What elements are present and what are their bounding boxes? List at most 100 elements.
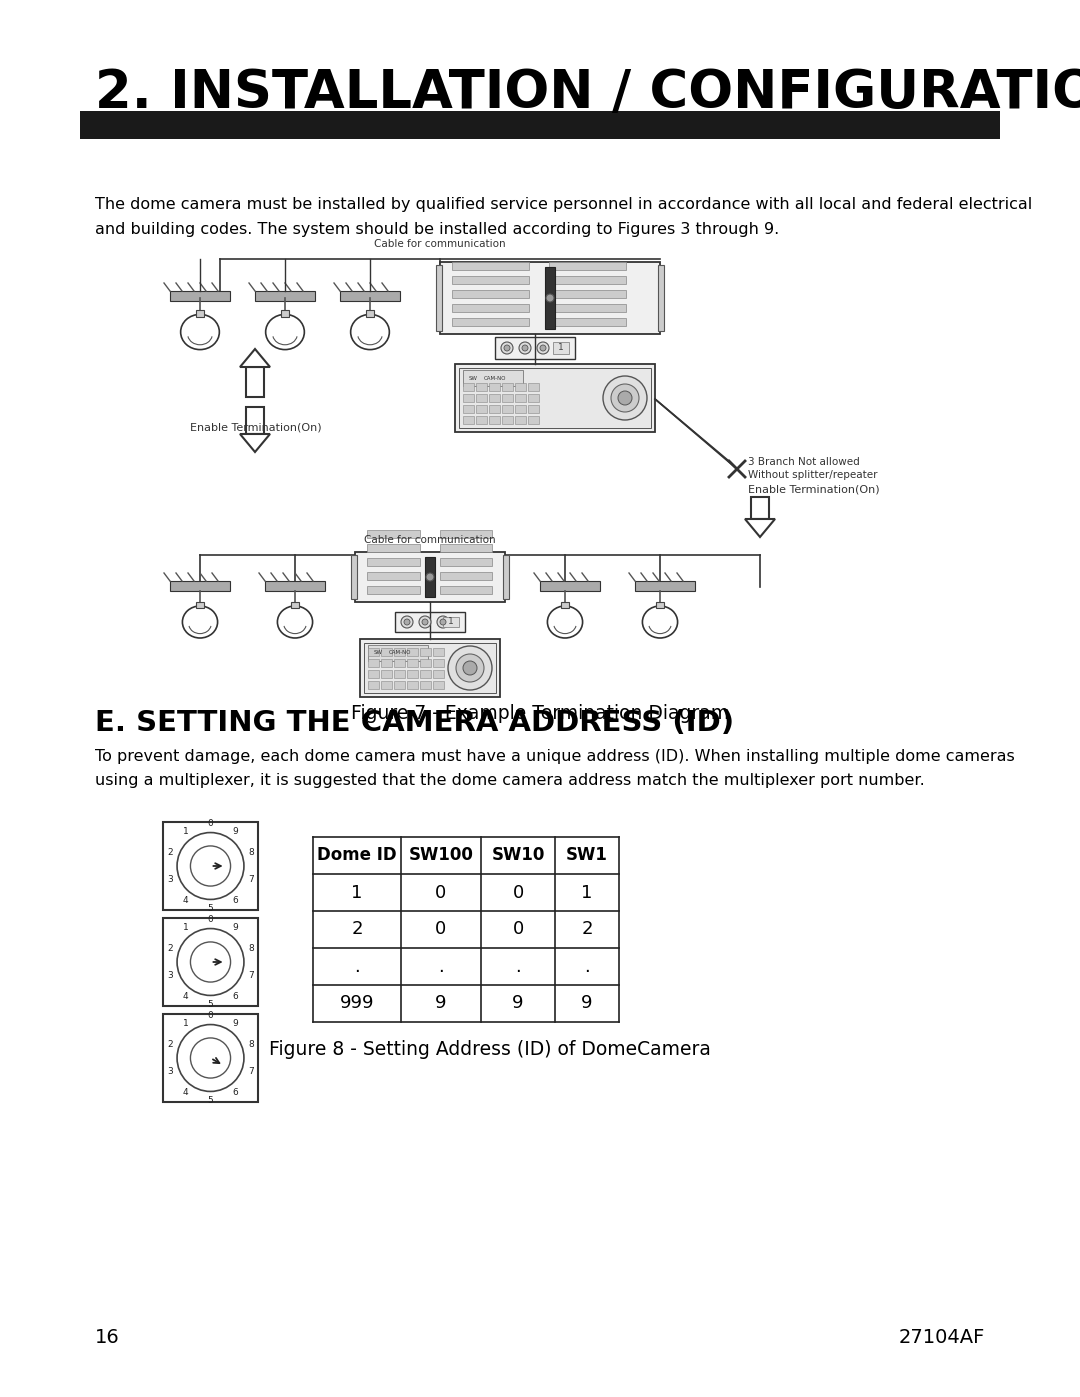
Circle shape: [177, 929, 244, 996]
Bar: [433, 680, 444, 689]
Bar: [381, 659, 392, 666]
Bar: [436, 265, 442, 331]
Bar: [367, 585, 419, 594]
Bar: [440, 529, 492, 538]
Bar: [502, 394, 513, 402]
Bar: [440, 543, 492, 552]
Text: 16: 16: [95, 1329, 120, 1347]
Text: 5: 5: [207, 1095, 214, 1105]
Text: 8: 8: [248, 944, 254, 953]
Bar: [367, 543, 419, 552]
Circle shape: [190, 942, 230, 982]
Bar: [528, 405, 539, 414]
Bar: [515, 383, 526, 391]
Bar: [368, 645, 428, 661]
Bar: [394, 680, 405, 689]
Circle shape: [618, 391, 632, 405]
Text: Enable Termination(On): Enable Termination(On): [748, 485, 879, 495]
Text: 8: 8: [248, 1041, 254, 1049]
Bar: [463, 394, 474, 402]
Text: E. SETTING THE CAMERA ADDRESS (ID): E. SETTING THE CAMERA ADDRESS (ID): [95, 710, 734, 738]
Bar: [561, 602, 569, 608]
Circle shape: [177, 1024, 244, 1091]
Circle shape: [537, 342, 549, 353]
Text: 1: 1: [183, 1020, 188, 1028]
Text: 1: 1: [581, 883, 593, 901]
Bar: [265, 581, 325, 591]
Text: SW10: SW10: [491, 847, 544, 865]
Bar: [351, 555, 357, 599]
Bar: [368, 659, 379, 666]
Polygon shape: [240, 349, 270, 367]
Circle shape: [440, 619, 446, 624]
Text: To prevent damage, each dome camera must have a unique address (ID). When instal: To prevent damage, each dome camera must…: [95, 749, 1015, 788]
Circle shape: [519, 342, 531, 353]
Text: 3 Branch Not allowed
Without splitter/repeater: 3 Branch Not allowed Without splitter/re…: [748, 457, 877, 481]
Bar: [367, 571, 419, 580]
Bar: [195, 310, 204, 317]
Bar: [553, 342, 569, 353]
Bar: [420, 648, 431, 657]
Bar: [360, 638, 500, 697]
Bar: [395, 612, 465, 631]
Text: 27104AF: 27104AF: [899, 1329, 985, 1347]
Circle shape: [611, 384, 639, 412]
Text: 999: 999: [340, 995, 375, 1013]
Bar: [381, 648, 392, 657]
Bar: [463, 416, 474, 425]
Text: 2: 2: [167, 1041, 173, 1049]
Bar: [549, 291, 626, 298]
Circle shape: [463, 661, 477, 675]
Bar: [635, 581, 696, 591]
Bar: [489, 405, 500, 414]
Bar: [545, 267, 555, 330]
Bar: [281, 310, 289, 317]
Circle shape: [190, 1038, 230, 1078]
Bar: [503, 555, 509, 599]
Text: Cable for communication: Cable for communication: [374, 239, 505, 249]
Bar: [381, 671, 392, 678]
Circle shape: [419, 616, 431, 629]
Bar: [394, 671, 405, 678]
Text: 9: 9: [512, 995, 524, 1013]
Circle shape: [540, 345, 546, 351]
Text: 0: 0: [512, 883, 524, 901]
Circle shape: [448, 645, 492, 690]
Bar: [420, 659, 431, 666]
Bar: [195, 602, 204, 608]
Bar: [163, 918, 258, 1006]
Bar: [453, 319, 529, 326]
Text: 0: 0: [435, 883, 447, 901]
Bar: [549, 277, 626, 284]
Text: 2: 2: [167, 848, 173, 858]
Bar: [459, 367, 651, 427]
Text: 6: 6: [232, 895, 239, 905]
Text: .: .: [584, 957, 590, 975]
Bar: [502, 416, 513, 425]
Bar: [463, 405, 474, 414]
Bar: [407, 671, 418, 678]
Text: .: .: [354, 957, 360, 975]
Bar: [170, 581, 230, 591]
Circle shape: [426, 573, 434, 581]
Bar: [246, 367, 264, 397]
Circle shape: [501, 342, 513, 353]
Text: Figure 8 - Setting Address (ID) of DomeCamera: Figure 8 - Setting Address (ID) of DomeC…: [269, 1039, 711, 1059]
Bar: [364, 643, 496, 693]
Text: .: .: [515, 957, 521, 975]
Bar: [340, 291, 400, 300]
Text: 0: 0: [207, 1011, 214, 1020]
Text: Enable Termination(On): Enable Termination(On): [190, 422, 322, 432]
Bar: [656, 602, 664, 608]
Bar: [540, 581, 600, 591]
Circle shape: [190, 847, 230, 886]
Text: 0: 0: [435, 921, 447, 939]
Bar: [495, 337, 575, 359]
Text: 9: 9: [232, 923, 239, 932]
Bar: [549, 319, 626, 326]
Text: 1: 1: [558, 344, 564, 352]
Text: 1: 1: [183, 923, 188, 932]
Text: 2: 2: [351, 921, 363, 939]
Bar: [433, 648, 444, 657]
Circle shape: [546, 293, 554, 302]
